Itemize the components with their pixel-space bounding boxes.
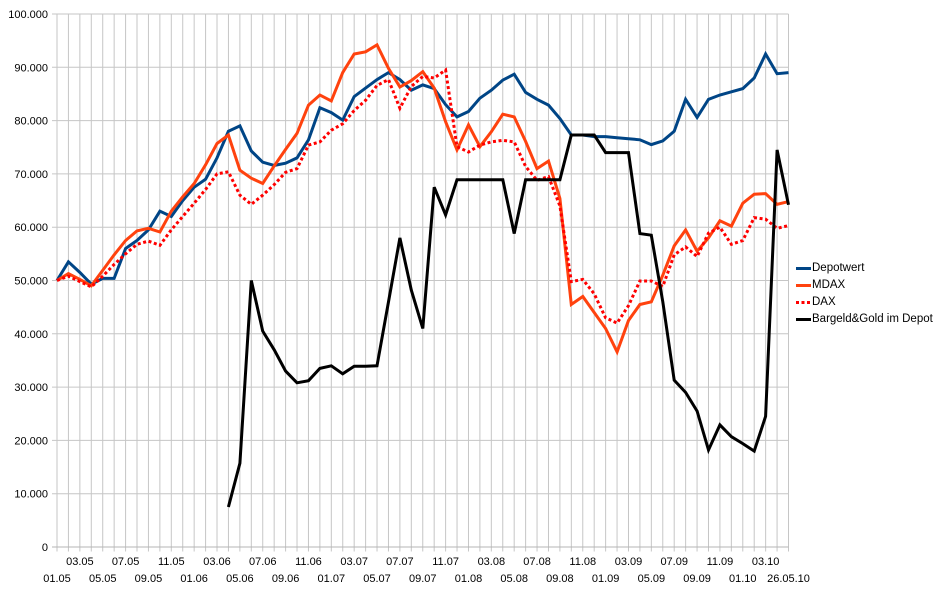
y-axis-tick-label: 10.000 xyxy=(14,489,48,501)
legend-item-bargeld-gold: Bargeld&Gold im Depot xyxy=(796,311,933,328)
x-axis-tick-label: 05.05 xyxy=(89,573,117,585)
x-axis-tick-label: 07.05 xyxy=(112,556,140,568)
legend-label: Bargeld&Gold im Depot xyxy=(812,313,933,325)
series-line-mdax xyxy=(56,42,789,356)
x-axis-tick-label: 07.08 xyxy=(523,556,551,568)
x-axis-tick-label: 07.06 xyxy=(249,556,277,568)
x-axis-tick-label: 26.05.10 xyxy=(767,573,810,585)
x-axis-tick-label: 11.07 xyxy=(432,556,459,568)
legend-item-mdax: MDAX xyxy=(796,277,933,294)
x-axis-tick-label: 11.09 xyxy=(707,556,734,568)
legend-label: Depotwert xyxy=(812,262,865,274)
y-axis-tick-label: 40.000 xyxy=(14,329,48,341)
legend-label: MDAX xyxy=(812,279,846,291)
x-axis-tick-label: 01.10 xyxy=(729,573,757,585)
series-line-depotwert xyxy=(55,50,789,287)
x-axis-tick-label: 01.08 xyxy=(455,573,483,585)
x-axis-tick-label: 09.06 xyxy=(272,573,300,585)
y-axis-tick-label: 30.000 xyxy=(14,382,48,394)
x-axis-tick-label: 09.05 xyxy=(135,573,163,585)
x-axis-tick-label: 05.07 xyxy=(363,573,391,585)
depotwert-line-swatch xyxy=(796,267,811,270)
x-axis-tick-label: 01.09 xyxy=(592,573,620,585)
y-axis-tick-label: 20.000 xyxy=(14,435,48,447)
x-axis-tick-label: 11.08 xyxy=(569,556,596,568)
x-axis-tick-label: 05.06 xyxy=(226,573,254,585)
bargeld-gold-line-swatch xyxy=(796,318,811,321)
x-axis-tick-label: 09.09 xyxy=(683,573,711,585)
y-axis-tick-label: 50.000 xyxy=(14,276,48,288)
x-axis-tick-label: 03.06 xyxy=(203,556,231,568)
x-axis-tick-label: 07.07 xyxy=(386,556,414,568)
y-axis-tick-label: 60.000 xyxy=(14,222,48,234)
legend-label: DAX xyxy=(812,296,836,308)
x-axis-tick-label: 01.06 xyxy=(180,573,208,585)
x-axis-tick-label: 11.06 xyxy=(295,556,322,568)
x-axis-tick-label: 03.05 xyxy=(66,556,94,568)
x-axis-tick-label: 07.09 xyxy=(660,556,688,568)
legend-item-depotwert: Depotwert xyxy=(796,260,933,277)
y-axis-tick-label: 0 xyxy=(42,542,48,554)
x-axis-tick-label: 03.09 xyxy=(615,556,643,568)
x-axis-tick-label: 05.09 xyxy=(638,573,666,585)
x-axis-tick-label: 03.08 xyxy=(478,556,506,568)
x-axis-tick-label: 11.05 xyxy=(158,556,185,568)
chart-legend: Depotwert MDAX DAX Bargeld&Gold im Depot xyxy=(796,260,933,328)
x-axis-tick-label: 09.07 xyxy=(409,573,437,585)
x-axis-tick-label: 03.10 xyxy=(752,556,780,568)
x-axis-tick-label: 01.05 xyxy=(43,573,71,585)
dax-dotted-line-swatch xyxy=(796,301,811,304)
x-axis-tick-label: 01.07 xyxy=(318,573,346,585)
y-axis-tick-label: 90.000 xyxy=(14,62,48,74)
x-axis-tick-label: 05.08 xyxy=(500,573,528,585)
mdax-line-swatch xyxy=(796,284,811,287)
x-axis-tick-label: 03.07 xyxy=(340,556,368,568)
y-axis-tick-label: 100.000 xyxy=(8,9,48,21)
legend-item-dax: DAX xyxy=(796,294,933,311)
x-axis-tick-label: 09.08 xyxy=(546,573,574,585)
y-axis-tick-label: 70.000 xyxy=(14,169,48,181)
y-axis-tick-label: 80.000 xyxy=(14,116,48,128)
series-line-bargeld-gold-im-depot xyxy=(226,133,790,508)
